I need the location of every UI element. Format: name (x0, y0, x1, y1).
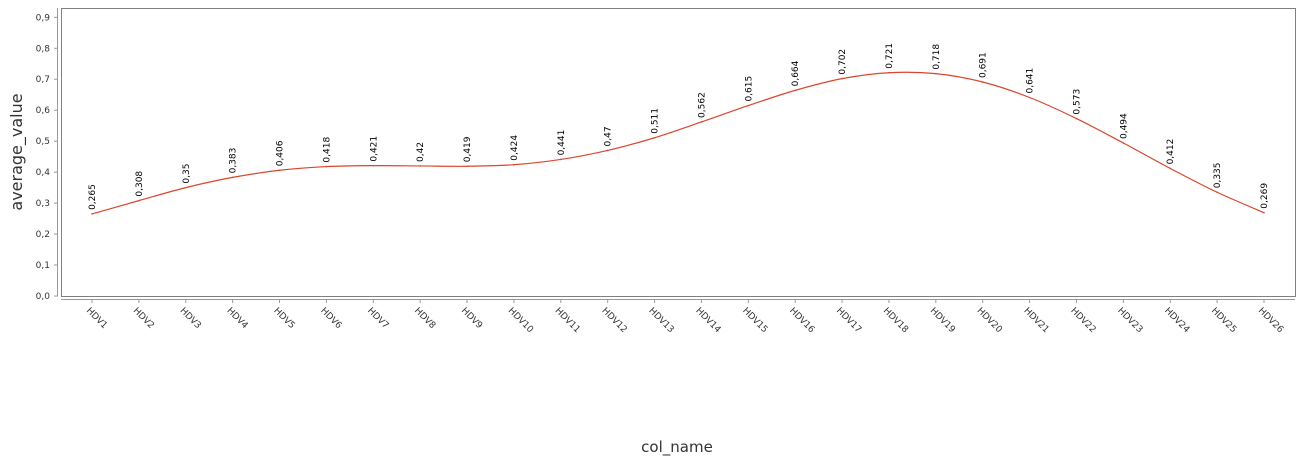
x-tick-label: HDV18 (881, 306, 910, 335)
data-label: 0,47 (604, 126, 614, 146)
series-line (91, 71, 1265, 215)
data-label: 0,412 (1166, 139, 1176, 165)
x-tick-label: HDV9 (459, 306, 484, 331)
data-point (1075, 117, 1078, 120)
data-point (419, 165, 421, 167)
data-label: 0,494 (1119, 113, 1129, 139)
data-label: 0,418 (322, 137, 332, 163)
y-tick-label: 0,0 (36, 292, 51, 302)
data-point (981, 81, 984, 83)
x-tick-label: HDV2 (131, 306, 156, 331)
y-tick-label: 0,1 (36, 261, 50, 271)
data-label: 0,691 (979, 52, 989, 78)
data-point (138, 199, 140, 202)
data-point (184, 186, 187, 189)
x-tick-label: HDV16 (787, 306, 816, 335)
y-tick-label: 0,9 (36, 13, 51, 23)
y-tick-label: 0,5 (36, 137, 50, 147)
x-tick-label: HDV21 (1021, 306, 1050, 335)
data-point (372, 164, 375, 167)
data-label: 0,42 (416, 142, 426, 162)
data-point (466, 165, 468, 168)
data-point (325, 165, 328, 168)
plot-frame (61, 8, 1296, 297)
data-point (1263, 211, 1265, 214)
y-tick-label: 0,2 (36, 230, 50, 240)
data-label: 0,721 (885, 43, 895, 69)
x-tick-label: HDV7 (365, 306, 390, 331)
data-label: 0,573 (1072, 89, 1082, 115)
x-tick-label: HDV11 (553, 306, 582, 335)
y-tick-label: 0,7 (36, 75, 50, 85)
data-label: 0,664 (791, 60, 801, 86)
x-tick-label: HDV15 (740, 306, 769, 335)
x-tick-label: HDV19 (928, 306, 957, 335)
x-tick-label: HDV25 (1209, 306, 1238, 335)
data-point (91, 213, 93, 215)
x-tick-label: HDV6 (318, 306, 343, 331)
data-label: 0,265 (88, 184, 98, 210)
data-label: 0,421 (369, 136, 379, 162)
data-point (1122, 142, 1125, 144)
data-label: 0,702 (838, 49, 848, 75)
data-label: 0,511 (651, 108, 661, 134)
data-labels: 0,265 0,308 0,35 0,383 0,406 0,418 0,421 0,42 0,… (88, 43, 1270, 210)
data-point (1216, 191, 1218, 194)
data-label: 0,641 (1026, 68, 1036, 94)
data-point (700, 121, 703, 123)
x-tick-label: HDV26 (1256, 306, 1285, 335)
y-tick-label: 0,3 (36, 199, 50, 209)
data-point (935, 72, 937, 75)
x-axis: HDV1 HDV2 HDV3 HDV4 HDV5 HDV6 HDV7 HDV8 HDV9 HDV1… (61, 299, 1295, 335)
data-point (1169, 167, 1172, 170)
x-tick-label: HDV4 (225, 306, 250, 331)
x-tick-label: HDV1 (84, 306, 109, 331)
x-tick-label: HDV22 (1068, 306, 1097, 335)
y-tick-label: 0,4 (36, 168, 51, 178)
data-label: 0,35 (182, 164, 192, 184)
x-axis-title: col_name (641, 438, 713, 457)
data-label: 0,562 (697, 92, 707, 118)
data-label: 0,424 (510, 135, 520, 161)
x-tick-label: HDV13 (646, 306, 675, 335)
data-point (560, 158, 562, 161)
data-point (1028, 96, 1031, 99)
data-label: 0,441 (557, 130, 567, 156)
y-axis: 0,0 0,1 0,2 0,3 0,4 0,5 0,6 0,7 0,8 0,9 (36, 8, 58, 302)
data-label: 0,406 (276, 140, 286, 166)
data-label: 0,615 (744, 76, 754, 102)
x-tick-label: HDV17 (834, 306, 863, 335)
x-tick-label: HDV8 (412, 306, 437, 331)
y-tick-label: 0,8 (36, 44, 51, 54)
data-point (231, 176, 234, 179)
x-tick-label: HDV23 (1115, 306, 1144, 335)
x-tick-label: HDV12 (600, 306, 629, 335)
data-label: 0,308 (135, 171, 145, 197)
x-tick-label: HDV5 (271, 306, 296, 331)
x-tick-label: HDV14 (693, 306, 722, 335)
data-label: 0,269 (1260, 183, 1270, 209)
x-tick-label: HDV10 (506, 306, 535, 335)
data-label: 0,335 (1213, 162, 1223, 188)
data-label: 0,383 (229, 148, 239, 174)
data-point (747, 104, 750, 107)
data-point (513, 163, 515, 166)
series-line-group (91, 71, 1265, 215)
data-point (606, 149, 609, 152)
data-point (278, 169, 281, 172)
y-axis-title: average_value (7, 93, 27, 210)
data-label: 0,419 (463, 136, 473, 162)
y-tick-label: 0,6 (36, 106, 51, 116)
data-point (653, 136, 656, 139)
data-point (794, 89, 796, 92)
x-tick-label: HDV3 (178, 306, 203, 331)
x-tick-label: HDV24 (1162, 306, 1191, 335)
x-tick-label: HDV20 (975, 306, 1004, 335)
data-point (888, 71, 890, 74)
data-point (841, 77, 843, 80)
data-label: 0,718 (932, 44, 942, 70)
